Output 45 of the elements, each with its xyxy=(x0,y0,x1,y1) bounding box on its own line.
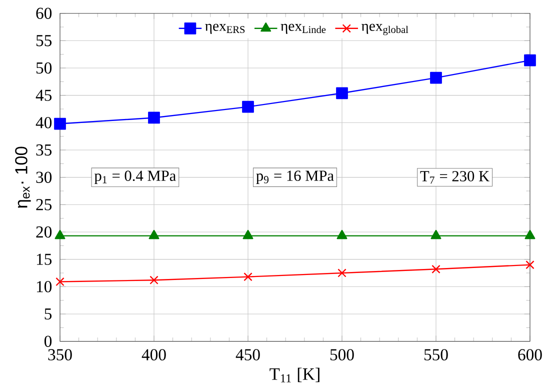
x-tick-label: 500 xyxy=(330,349,354,360)
point xyxy=(54,118,66,130)
y-tick-label: 30 xyxy=(36,172,52,183)
y-tick-label: 10 xyxy=(36,281,52,292)
point xyxy=(430,230,442,240)
point xyxy=(430,72,442,84)
point xyxy=(242,100,254,113)
point xyxy=(242,230,254,240)
legend-label: ηex$_{Linde}$ xyxy=(280,24,326,34)
point xyxy=(150,276,158,284)
point xyxy=(336,87,348,100)
y-tick-label: 60 xyxy=(36,8,52,19)
x-tick-label: 550 xyxy=(424,349,448,360)
annotation: p$_{1}$ = 0.4 MPa xyxy=(94,170,176,184)
point xyxy=(432,264,440,274)
legend-label: ηex$_{global}$ xyxy=(361,24,408,36)
annotation: p$_{9}$ = 16 MPa xyxy=(256,170,334,184)
point xyxy=(526,260,534,270)
y-axis-title: η$_{ex}$· 100 xyxy=(15,146,31,208)
x-tick-label: 400 xyxy=(142,349,166,360)
y-tick-label: 50 xyxy=(36,62,52,74)
point xyxy=(244,272,252,282)
x-tick-label: 350 xyxy=(48,349,72,360)
y-tick-label: 15 xyxy=(36,254,52,265)
y-tick-label: 40 xyxy=(36,117,52,128)
x-tick-label: 600 xyxy=(518,349,542,360)
y-tick-label: 35 xyxy=(36,144,52,156)
x-axis-title: T$_{11}$ [K] xyxy=(270,368,320,382)
y-tick-label: 25 xyxy=(36,199,52,210)
y-tick-label: 55 xyxy=(36,35,52,46)
point xyxy=(148,230,160,240)
y-tick-label: 45 xyxy=(36,90,52,101)
y-tick-label: 0 xyxy=(44,336,52,347)
point xyxy=(56,277,64,286)
point xyxy=(148,112,160,124)
point xyxy=(54,230,66,240)
point xyxy=(524,54,536,66)
legend-label: ηex$_{ERS}$ xyxy=(205,24,245,34)
point xyxy=(338,268,346,278)
y-tick-label: 5 xyxy=(44,308,52,320)
point xyxy=(336,230,348,240)
annotation: T$_{7}$ = 230 K xyxy=(420,171,490,184)
y-tick-label: 20 xyxy=(36,226,52,238)
x-tick-label: 450 xyxy=(236,349,260,360)
point xyxy=(524,230,536,240)
